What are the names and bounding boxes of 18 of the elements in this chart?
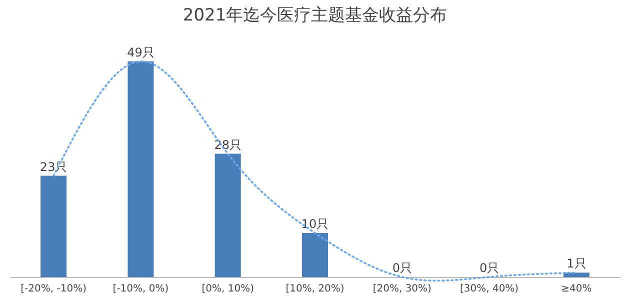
x-tick-label: [-10%, 0%): [112, 284, 169, 294]
bar: [128, 61, 154, 277]
bar: [40, 176, 67, 277]
x-tick-label: [-20%, -10%): [20, 284, 87, 294]
data-label: 0只: [392, 261, 412, 275]
x-tick-label: [20%, 30%): [372, 284, 432, 294]
data-label: 10只: [301, 217, 329, 231]
x-tick-label: [10%, 20%): [286, 284, 344, 294]
data-label: 1只: [566, 256, 586, 271]
bar: [302, 233, 328, 277]
x-tick-label: [30%, 40%): [460, 284, 519, 294]
x-tick-label: ≥40%: [561, 284, 592, 294]
data-label: 49只: [127, 45, 154, 60]
bar: [563, 272, 590, 277]
chart-title: 2021年迄今医疗主题基金收益分布: [182, 5, 448, 26]
data-label: 0只: [479, 261, 500, 275]
x-tick-label: [0%, 10%): [202, 284, 254, 294]
bar: [214, 154, 241, 277]
